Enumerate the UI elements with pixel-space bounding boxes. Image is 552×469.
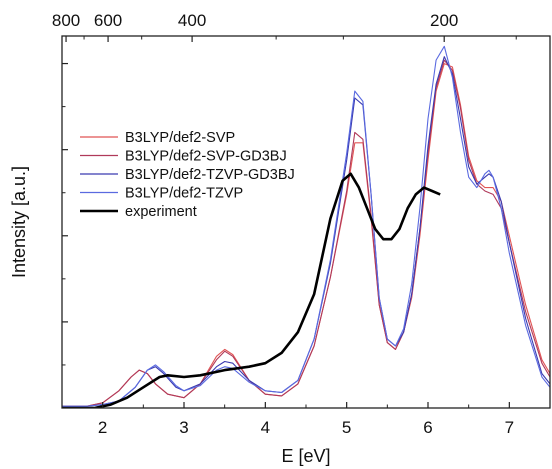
top-tick-label: 800: [52, 11, 80, 30]
y-axis-title: Intensity [a.u.]: [9, 166, 29, 278]
top-tick-label: 400: [178, 11, 206, 30]
plot-frame: [61, 35, 551, 409]
x-tick-label: 2: [98, 418, 107, 437]
top-axis: 800 600 400 200: [52, 11, 517, 42]
x-tick-label: 6: [423, 418, 432, 437]
legend-label: B3LYP/def2-SVP: [125, 130, 235, 146]
left-axis: [62, 62, 68, 366]
x-tick-label: 3: [179, 418, 188, 437]
legend-label: B3LYP/def2-TZVP-GD3BJ: [125, 167, 295, 183]
series-line-2: [62, 56, 550, 407]
top-tick-label: 200: [430, 11, 458, 30]
x-tick-label: 7: [505, 418, 514, 437]
series-line-4: [62, 172, 441, 408]
legend-label: B3LYP/def2-SVP-GD3BJ: [125, 149, 287, 165]
series-line-0: [62, 63, 550, 407]
legend-label: B3LYP/def2-TZVP: [125, 186, 243, 202]
series-layer: [62, 45, 550, 408]
legend: B3LYP/def2-SVP B3LYP/def2-SVP-GD3BJ B3LYP/…: [80, 130, 295, 220]
series-line-3: [62, 45, 550, 407]
legend-label: experiment: [125, 204, 197, 220]
series-line-1: [62, 59, 550, 407]
x-tick-label: 5: [342, 418, 351, 437]
x-axis-title: E [eV]: [281, 446, 330, 466]
top-tick-label: 600: [94, 11, 122, 30]
bottom-axis: 2 3 4 5 6 7: [61, 402, 551, 437]
x-tick-label: 4: [261, 418, 270, 437]
